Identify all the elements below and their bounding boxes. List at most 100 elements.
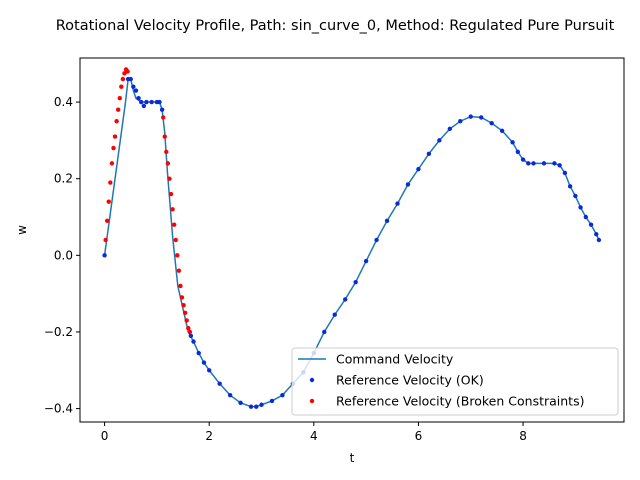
legend-swatch-dot [309,377,315,383]
ok-point [254,404,259,409]
y-axis-label: w [15,225,29,235]
y-axis: −0.4 −0.2 0.0 0.2 0.4 [44,95,80,416]
ok-point [144,99,149,105]
x-tick-label: 4 [310,429,318,443]
ok-point [552,161,557,166]
legend-entry: Reference Velocity (OK) [309,373,484,388]
ok-point [188,333,194,338]
ok-point [489,120,494,126]
ok-point [141,103,147,109]
broken-point [173,237,178,243]
ok-point [207,368,212,373]
y-tick-label: 0.2 [54,172,73,186]
legend-frame [291,347,619,416]
ok-point [447,126,453,132]
ok-point [238,400,243,406]
broken-point [109,161,115,166]
broken-point [184,318,189,323]
ok-point [131,84,136,89]
ok-point [479,115,484,120]
legend-entry: Command Velocity [298,352,454,367]
broken-point [175,253,180,258]
broken-point [171,222,177,227]
y-tick-label: 0.4 [54,95,73,109]
broken-point [119,84,124,89]
ok-point [259,402,264,407]
ok-point [227,392,233,398]
broken-point [115,107,121,112]
ok-point [322,329,327,335]
ok-point [191,339,196,344]
ok-point [515,149,521,155]
ok-point [217,381,222,386]
ok-point [280,392,285,398]
ok-point [583,214,589,220]
ok-point [567,184,573,189]
ok-point [458,119,463,124]
broken-point [108,180,113,185]
broken-point [162,134,167,139]
series-reference-velocity-broken-constraints [103,67,193,335]
broken-point [117,96,122,101]
ok-point [363,258,369,264]
ok-point [395,201,400,206]
ok-point [588,222,594,227]
broken-point [111,145,116,151]
ok-point [526,161,531,166]
broken-point [103,237,108,243]
ok-point [353,279,358,285]
broken-point [112,134,118,139]
legend-swatch-dot [309,398,315,404]
ok-point [248,404,254,409]
broken-point [120,76,126,82]
series-reference-velocity-ok [102,76,602,409]
x-axis-label: t [350,451,355,465]
ok-point [578,205,583,210]
ok-point [139,99,144,105]
ok-point [573,193,578,199]
y-tick-label: −0.4 [44,402,73,416]
y-tick-label: −0.2 [44,325,73,339]
broken-point [114,119,119,124]
x-axis: 0 2 4 6 8 [101,422,527,443]
broken-point [186,325,191,331]
ok-point [128,76,133,82]
broken-point [106,199,111,204]
y-tick-label: 0.0 [54,248,73,262]
legend-label: Reference Velocity (Broken Constraints) [336,394,584,409]
ok-point [541,161,547,166]
x-tick-label: 0 [101,429,109,443]
ok-point [149,99,154,105]
broken-point [168,191,174,197]
broken-point [160,115,166,120]
ok-point [102,253,107,258]
ok-point [416,166,421,172]
x-tick-label: 2 [205,429,213,443]
ok-point [468,114,473,119]
broken-point [170,207,175,212]
broken-point [176,268,182,273]
broken-point [187,329,193,335]
x-tick-label: 6 [415,429,423,443]
ok-point [437,138,442,143]
ok-point [374,237,379,243]
broken-point [167,176,172,181]
ok-point [557,163,562,168]
plot-frame [79,57,625,423]
ok-point [136,96,141,101]
broken-point [182,310,188,315]
legend: Command Velocity Reference Velocity (OK) R… [291,347,619,416]
ok-point [269,398,275,404]
ok-point [499,128,505,133]
broken-point [105,218,110,224]
legend-label: Reference Velocity (OK) [336,373,484,388]
broken-point [164,149,169,155]
broken-point [125,69,130,74]
ok-point [159,107,165,112]
ok-point [594,232,599,237]
chart-title: Rotational Velocity Profile, Path: sin_c… [56,18,615,34]
ok-point [201,360,207,365]
x-tick-label: 8 [519,429,527,443]
broken-point [181,302,186,308]
